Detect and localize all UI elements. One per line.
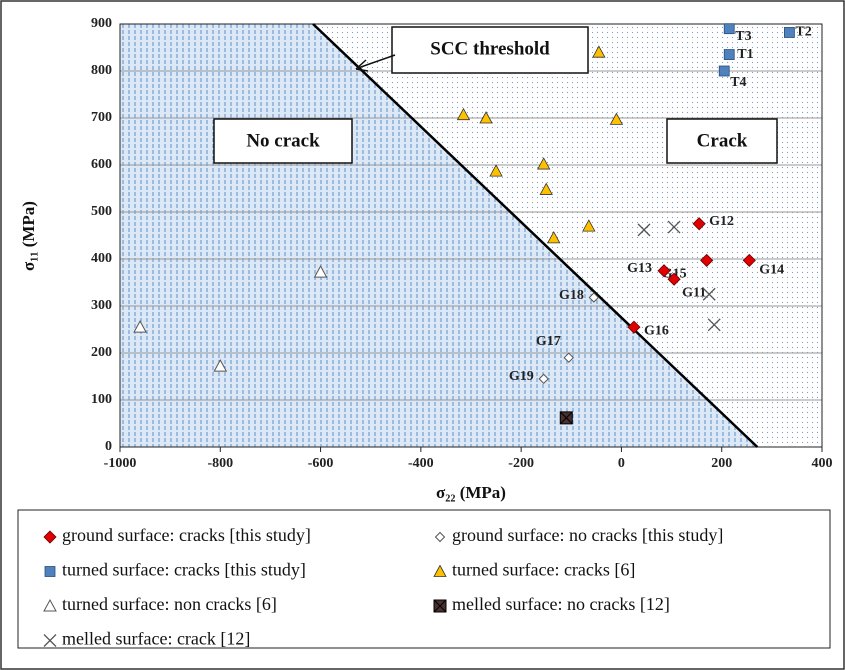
point-label: G19 (509, 369, 534, 384)
legend-label: turned surface: cracks [6] (452, 560, 635, 580)
y-tick-label: 600 (91, 157, 112, 172)
legend (17, 509, 831, 649)
y-axis-label: σ₁₁ (MPa) (19, 201, 38, 271)
marker (456, 107, 471, 121)
arrow (357, 54, 396, 69)
y-tick-label: 500 (91, 204, 112, 219)
marker (592, 45, 606, 58)
x-tick-label: 200 (711, 456, 732, 471)
point-label: T1 (737, 47, 753, 62)
marker (489, 164, 503, 177)
x-tick-label: -600 (308, 456, 334, 471)
marker (718, 65, 730, 77)
point-label: G14 (759, 263, 784, 278)
y-tick-label: 100 (91, 392, 112, 407)
x-axis-label: σ₂₂ (MPa) (436, 483, 506, 502)
annotation-box (213, 118, 353, 164)
arrowhead (355, 59, 369, 72)
point-label: T2 (795, 25, 811, 40)
marker (537, 157, 551, 170)
marker (667, 220, 681, 234)
marker (559, 411, 573, 425)
point-label: T4 (730, 75, 746, 90)
annotation-box (391, 26, 589, 74)
marker (43, 598, 57, 612)
marker (313, 265, 328, 278)
marker (538, 373, 549, 385)
marker (43, 634, 57, 647)
marker (433, 599, 447, 613)
marker (702, 287, 716, 301)
annotation: No crack (246, 130, 320, 151)
marker (539, 182, 553, 195)
y-tick-label: 400 (91, 251, 112, 266)
point-label: G16 (644, 323, 669, 338)
legend-label: turned surface: non cracks [6] (62, 594, 277, 614)
legend-label: melled surface: no cracks [12] (452, 594, 670, 614)
marker (723, 49, 735, 60)
marker (588, 292, 600, 303)
marker (434, 531, 446, 543)
marker (692, 217, 706, 231)
marker (479, 111, 493, 124)
marker (582, 219, 596, 232)
annotation-box (666, 118, 778, 164)
marker (563, 352, 574, 363)
y-tick-label: 0 (105, 439, 112, 454)
marker (667, 272, 681, 286)
marker (43, 530, 57, 544)
legend-label: ground surface: cracks [this study] (62, 525, 311, 545)
marker (627, 320, 641, 334)
x-tick-label: 400 (812, 456, 833, 471)
x-tick-label: -1000 (104, 456, 137, 471)
marker (433, 564, 447, 577)
point-label: G18 (559, 288, 584, 303)
marker (133, 320, 147, 333)
y-tick-label: 800 (91, 63, 112, 78)
point-label: G11 (682, 285, 706, 300)
marker (547, 231, 561, 244)
x-tick-label: 0 (618, 456, 625, 471)
point-label: G13 (627, 261, 652, 276)
marker (742, 253, 756, 267)
marker (213, 359, 228, 372)
x-tick-label: -800 (207, 456, 233, 471)
point-label: G12 (709, 214, 734, 229)
y-tick-label: 900 (91, 16, 112, 31)
plot-area (119, 23, 823, 452)
x-tick-label: -400 (408, 456, 434, 471)
marker (44, 566, 56, 577)
legend-label: melled surface: crack [12] (62, 629, 250, 649)
legend-label: ground surface: no cracks [this study] (452, 525, 723, 545)
point-label: T3 (735, 29, 751, 44)
plot-border (119, 23, 823, 448)
marker (700, 253, 714, 267)
point-label: G17 (536, 334, 561, 349)
marker (707, 318, 721, 332)
legend-label: turned surface: cracks [this study] (62, 560, 306, 580)
y-tick-label: 200 (91, 345, 112, 360)
y-tick-label: 700 (91, 110, 112, 125)
marker (637, 223, 651, 237)
annotation: SCC threshold (430, 38, 550, 59)
marker (784, 27, 795, 38)
marker (723, 23, 735, 35)
threshold-line (312, 23, 759, 448)
x-tick-label: -200 (508, 456, 534, 471)
y-tick-label: 300 (91, 298, 112, 313)
annotation: Crack (697, 130, 748, 151)
marker (609, 112, 624, 125)
marker (657, 264, 671, 278)
